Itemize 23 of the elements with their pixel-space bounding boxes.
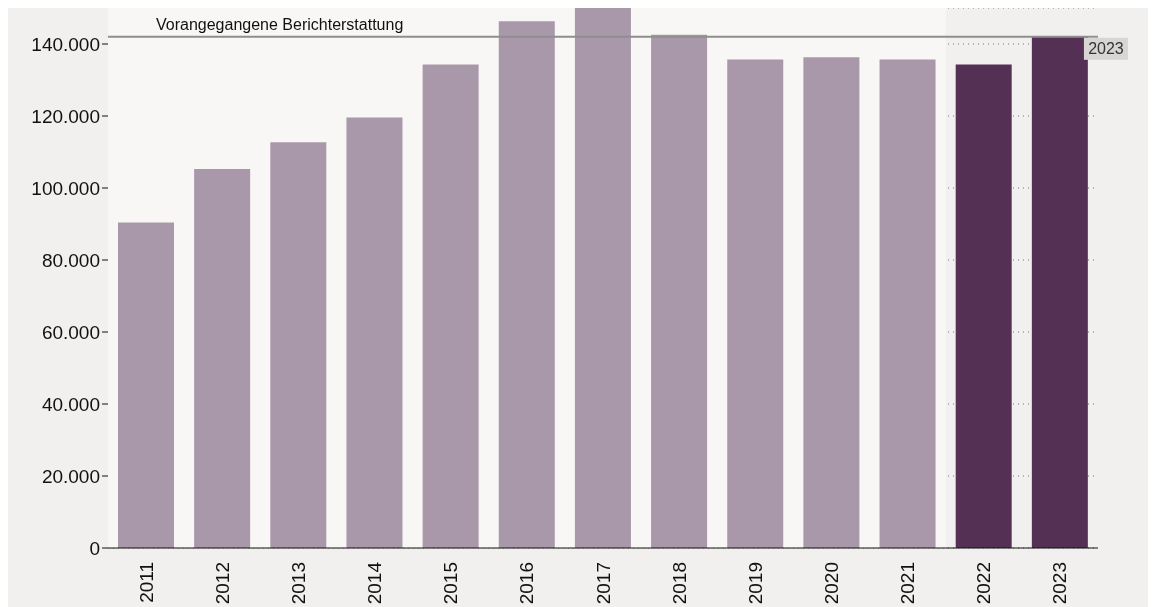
x-tick-label: 2017 bbox=[592, 562, 614, 605]
x-tick-label: 2012 bbox=[211, 562, 233, 605]
y-tick-label: 0 bbox=[89, 537, 100, 559]
y-tick-label: 80.000 bbox=[41, 249, 100, 271]
y-tick-label: 60.000 bbox=[41, 321, 100, 343]
x-tick-label: 2018 bbox=[668, 562, 690, 605]
y-tick-label: 140.000 bbox=[31, 33, 100, 55]
annotation: 2023 bbox=[1088, 40, 1124, 58]
y-tick-label: 120.000 bbox=[31, 105, 100, 127]
x-tick-label: 2023 bbox=[1049, 562, 1071, 605]
y-tick-label: 40.000 bbox=[41, 393, 100, 415]
x-tick-label: 2016 bbox=[516, 562, 538, 605]
x-tick-label: 2022 bbox=[973, 562, 995, 605]
x-tick-label: 2011 bbox=[135, 562, 157, 603]
x-tick-label: 2013 bbox=[287, 562, 309, 605]
x-tick-label: 2019 bbox=[744, 562, 766, 605]
x-tick-label: 2015 bbox=[440, 562, 462, 605]
ref-line-label: Vorangegangene Berichterstattung bbox=[156, 16, 404, 34]
x-tick-label: 2014 bbox=[364, 561, 386, 605]
x-tick-label: 2020 bbox=[820, 562, 842, 605]
y-tick-label: 100.000 bbox=[31, 177, 100, 199]
x-tick-label: 2021 bbox=[897, 562, 919, 605]
y-tick-label: 20.000 bbox=[41, 465, 100, 487]
